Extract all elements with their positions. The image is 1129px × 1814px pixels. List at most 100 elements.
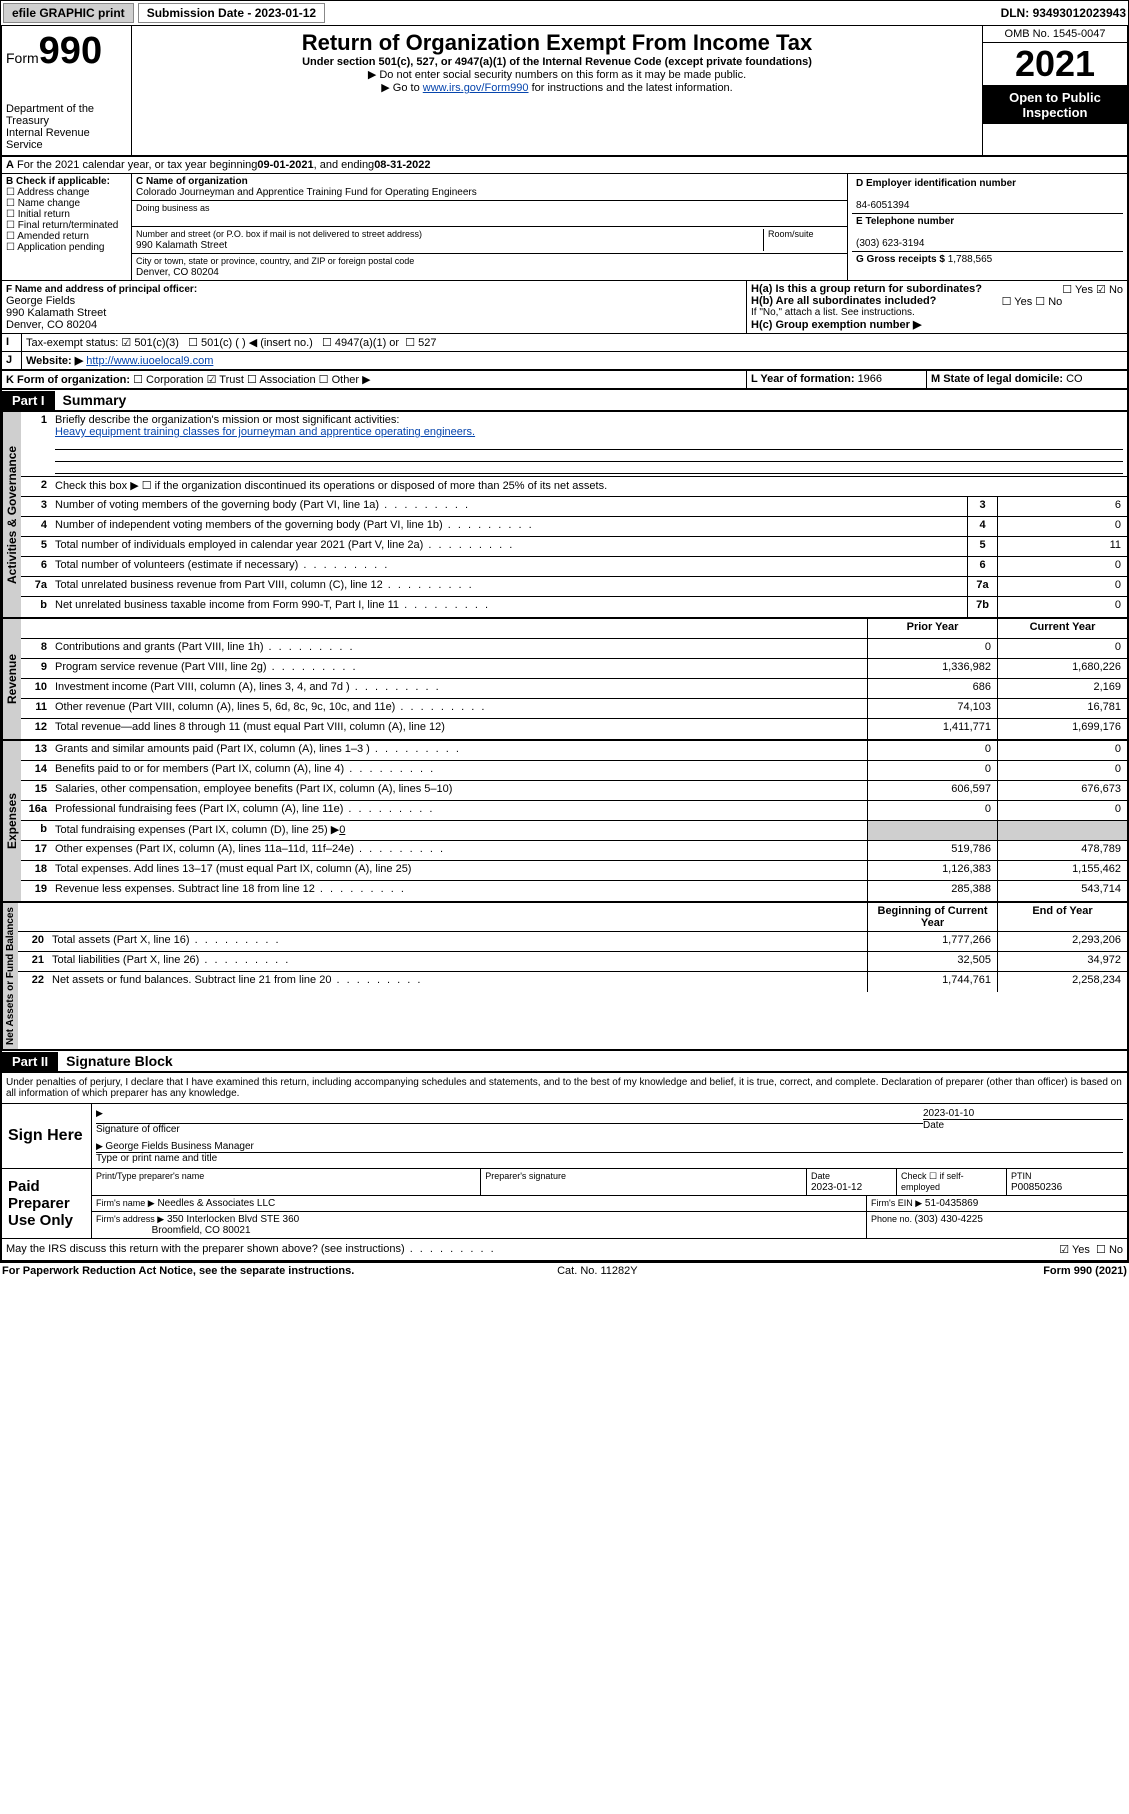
ha-yes[interactable]: Yes (1062, 284, 1093, 296)
box-d-e-g: D Employer identification number 84-6051… (847, 174, 1127, 280)
signature-block: Under penalties of perjury, I declare th… (0, 1073, 1129, 1262)
activities-governance: Activities & Governance 1 Briefly descri… (0, 412, 1129, 619)
discuss-no[interactable]: No (1096, 1244, 1123, 1256)
p15: 606,597 (867, 781, 997, 800)
gross-value: 1,788,565 (948, 254, 993, 265)
ein-label: D Employer identification number (856, 178, 1016, 189)
hb-yes[interactable]: Yes (1002, 296, 1033, 308)
public-inspection: Open to Public Inspection (983, 86, 1127, 124)
chk-final-return[interactable]: Final return/terminated (6, 220, 127, 231)
note2-pre: ▶ Go to (381, 82, 422, 94)
c21: 34,972 (997, 952, 1127, 971)
firm-ein-label: Firm's EIN ▶ (871, 1198, 922, 1208)
perjury-declaration: Under penalties of perjury, I declare th… (2, 1073, 1127, 1104)
part1-title: Summary (55, 390, 135, 410)
revenue: Revenue Prior Year Current Year 8Contrib… (0, 619, 1129, 741)
form-ref: Form 990 (2021) (1043, 1265, 1127, 1277)
omb-number: OMB No. 1545-0047 (983, 26, 1127, 43)
website-link[interactable]: http://www.iuoelocal9.com (86, 355, 213, 367)
l5: Total number of individuals employed in … (51, 537, 967, 556)
sign-here-label: Sign Here (2, 1104, 92, 1168)
l19: Revenue less expenses. Subtract line 18 … (51, 881, 867, 901)
chk-527[interactable]: 527 (405, 337, 436, 349)
tax-status-label: Tax-exempt status: (26, 337, 118, 349)
form-number: Form990 (6, 30, 127, 73)
l14: Benefits paid to or for members (Part IX… (51, 761, 867, 780)
dln-label: DLN: (1001, 6, 1033, 20)
firm-phone: (303) 430-4225 (915, 1214, 983, 1225)
v7a: 0 (997, 577, 1127, 596)
cat-no: Cat. No. 11282Y (557, 1265, 638, 1277)
box-c: C Name of organization Colorado Journeym… (132, 174, 847, 280)
c15: 676,673 (997, 781, 1127, 800)
chk-initial-return[interactable]: Initial return (6, 209, 127, 220)
chk-501c[interactable]: 501(c) ( ) ◀ (insert no.) (188, 337, 313, 349)
c9: 1,680,226 (997, 659, 1127, 678)
l9: Program service revenue (Part VIII, line… (51, 659, 867, 678)
l15: Salaries, other compensation, employee b… (51, 781, 867, 800)
tab-expenses: Expenses (2, 741, 21, 901)
prep-sig-label: Preparer's signature (485, 1171, 566, 1181)
website-row: J Website: ▶ http://www.iuoelocal9.com (0, 352, 1129, 371)
sig-date: 2023-01-10 (923, 1108, 1123, 1120)
p8: 0 (867, 639, 997, 658)
officer-group-row: F Name and address of principal officer:… (0, 281, 1129, 334)
form-prefix: Form (6, 50, 39, 66)
ha-no[interactable]: No (1096, 284, 1123, 296)
discuss-label: May the IRS discuss this return with the… (6, 1243, 496, 1256)
org-city: Denver, CO 80204 (136, 267, 219, 278)
period-begin: 09-01-2021 (257, 159, 313, 171)
website-label: Website: ▶ (26, 355, 83, 367)
discuss-yes[interactable]: Yes (1059, 1244, 1090, 1256)
hdr-end: End of Year (997, 903, 1127, 931)
c14: 0 (997, 761, 1127, 780)
gross-label: G Gross receipts $ (856, 254, 948, 265)
p13: 0 (867, 741, 997, 760)
tab-revenue: Revenue (2, 619, 21, 739)
sig-officer-label: Signature of officer (96, 1124, 180, 1135)
chk-app-pending[interactable]: Application pending (6, 242, 127, 253)
chk-other[interactable]: Other ▶ (319, 374, 371, 386)
chk-501c3[interactable]: 501(c)(3) (121, 337, 179, 349)
chk-name-change[interactable]: Name change (6, 198, 127, 209)
v7b: 0 (997, 597, 1127, 617)
chk-amended[interactable]: Amended return (6, 231, 127, 242)
firm-name-label: Firm's name ▶ (96, 1198, 155, 1208)
l16b: Total fundraising expenses (Part IX, col… (51, 821, 867, 840)
l21: Total liabilities (Part X, line 26) (48, 952, 867, 971)
c19: 543,714 (997, 881, 1127, 901)
l1-text[interactable]: Heavy equipment training classes for jou… (55, 426, 475, 438)
l8: Contributions and grants (Part VIII, lin… (51, 639, 867, 658)
chk-4947[interactable]: 4947(a)(1) or (322, 337, 399, 349)
hdr-prior: Prior Year (867, 619, 997, 638)
domicile: CO (1066, 373, 1083, 385)
l10: Investment income (Part VIII, column (A)… (51, 679, 867, 698)
l11: Other revenue (Part VIII, column (A), li… (51, 699, 867, 718)
firm-name: Needles & Associates LLC (157, 1198, 275, 1209)
chk-corp[interactable]: Corporation (133, 374, 203, 386)
v5: 11 (997, 537, 1127, 556)
chk-trust[interactable]: Trust (207, 374, 244, 386)
form-note-ssn: ▶ Do not enter social security numbers o… (138, 68, 976, 81)
hb-no[interactable]: No (1035, 296, 1062, 308)
ptin-label: PTIN (1011, 1171, 1032, 1181)
p19: 285,388 (867, 881, 997, 901)
pra-notice: For Paperwork Reduction Act Notice, see … (2, 1265, 354, 1277)
irs-link[interactable]: www.irs.gov/Form990 (423, 82, 529, 94)
chk-assoc[interactable]: Association (247, 374, 316, 386)
p12: 1,411,771 (867, 719, 997, 739)
efile-button[interactable]: efile GRAPHIC print (3, 3, 134, 23)
prep-selfemp[interactable]: Check ☐ if self-employed (897, 1169, 1007, 1195)
l20: Total assets (Part X, line 16) (48, 932, 867, 951)
firm-addr1: 350 Interlocken Blvd STE 360 (167, 1214, 299, 1225)
chk-address-change[interactable]: Address change (6, 187, 127, 198)
tax-status-row: I Tax-exempt status: 501(c)(3) 501(c) ( … (0, 334, 1129, 352)
subdate-value: 2023-01-12 (255, 6, 316, 20)
dln-value: 93493012023943 (1033, 6, 1126, 20)
p11: 74,103 (867, 699, 997, 718)
submission-date: Submission Date - 2023-01-12 (138, 3, 325, 23)
part2-header: Part II Signature Block (0, 1051, 1129, 1073)
c17: 478,789 (997, 841, 1127, 860)
prep-date: 2023-01-12 (811, 1182, 862, 1193)
part1-tag: Part I (2, 391, 55, 410)
